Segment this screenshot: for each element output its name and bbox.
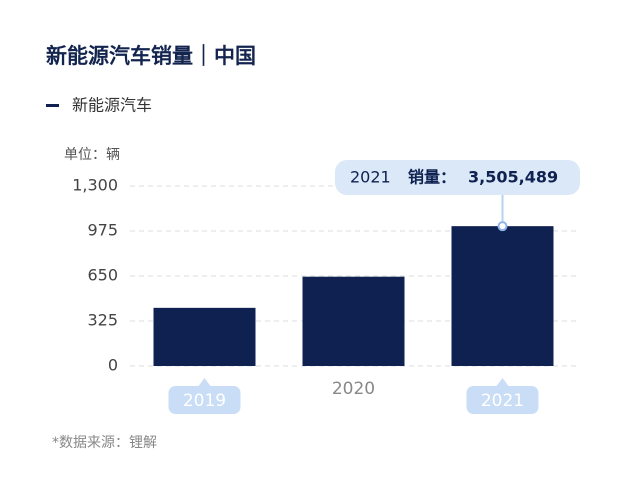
unit-label: 单位：辆: [64, 147, 120, 163]
x-label-highlight: [466, 386, 539, 414]
y-tick-label: 1,300: [72, 176, 118, 195]
y-tick-label: 975: [87, 221, 118, 240]
source-note: *数据来源：锂解: [52, 435, 157, 451]
tooltip-dot: [497, 221, 508, 232]
y-tick-label: 650: [87, 266, 118, 285]
x-label-highlight: [168, 386, 241, 414]
legend-swatch: [46, 104, 59, 107]
y-tick-label: 325: [87, 311, 118, 330]
y-tick-label: 0: [108, 356, 118, 375]
tooltip-label: 销量：: [408, 168, 456, 187]
bar: [302, 276, 405, 366]
chart-title: 新能源汽车销量｜中国: [46, 44, 256, 68]
x-tick-label: 2020: [332, 379, 375, 399]
bar: [451, 226, 554, 366]
tooltip-category: 2021: [350, 168, 391, 187]
x-label-pointer: [496, 378, 509, 386]
x-tick-label: 2021: [481, 391, 524, 411]
tooltip-value: 3,505,489: [468, 168, 558, 187]
x-tick-label: 2019: [183, 391, 226, 411]
bar: [153, 307, 256, 366]
x-label-pointer: [198, 378, 211, 386]
tooltip-box: [335, 160, 580, 195]
legend-label: 新能源汽车: [72, 96, 152, 115]
